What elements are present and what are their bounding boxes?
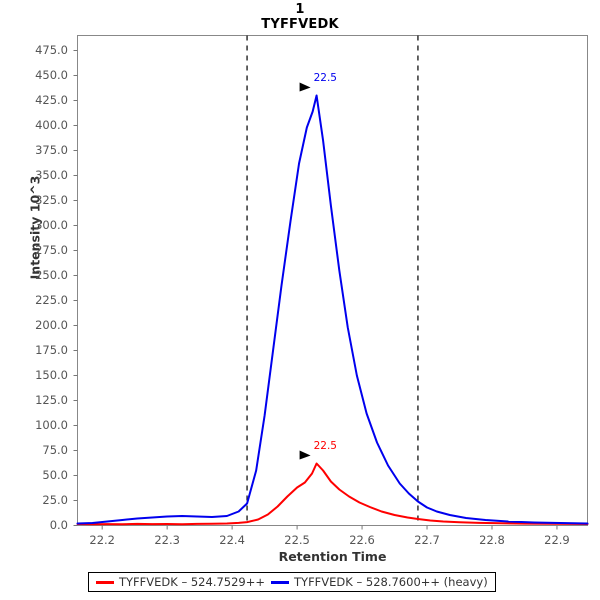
y-tick-label: 50.0 xyxy=(42,467,68,482)
legend: TYFFVEDK – 524.7529++ TYFFVEDK – 528.760… xyxy=(88,572,496,592)
y-axis-ticks xyxy=(73,50,78,526)
legend-entry-heavy[interactable]: TYFFVEDK – 528.7600++ (heavy) xyxy=(271,575,488,589)
integration-boundary-lines xyxy=(246,35,419,526)
chart-title-index: 1 xyxy=(295,2,305,17)
x-tick-label: 22.8 xyxy=(479,532,505,547)
legend-label-light: TYFFVEDK – 524.7529++ xyxy=(119,575,266,589)
x-tick-label: 22.3 xyxy=(154,532,180,547)
legend-label-heavy: TYFFVEDK – 528.7600++ (heavy) xyxy=(294,575,488,589)
y-tick-label: 425.0 xyxy=(35,92,68,107)
y-tick-label: 225.0 xyxy=(35,292,68,307)
y-tick-label: 175.0 xyxy=(35,342,68,357)
y-tick-label: 400.0 xyxy=(35,117,68,132)
y-tick-label: 25.0 xyxy=(42,492,68,507)
x-axis-ticks xyxy=(101,525,558,530)
y-tick-label: 275.0 xyxy=(35,242,68,257)
y-tick-label: 75.0 xyxy=(42,442,68,457)
y-tick-label: 200.0 xyxy=(35,317,68,332)
y-tick-label: 350.0 xyxy=(35,167,68,182)
legend-swatch-light xyxy=(96,580,114,584)
y-tick-label: 125.0 xyxy=(35,392,68,407)
y-tick-label: 450.0 xyxy=(35,67,68,82)
x-tick-label: 22.9 xyxy=(544,532,570,547)
y-tick-label: 375.0 xyxy=(35,142,68,157)
x-tick-label: 22.4 xyxy=(219,532,245,547)
y-tick-label: 100.0 xyxy=(35,417,68,432)
x-tick-label: 22.6 xyxy=(349,532,375,547)
peak-apex-markers xyxy=(299,82,311,460)
peak-apex-label: 22.5 xyxy=(313,71,337,84)
plot-frame xyxy=(77,35,588,526)
y-tick-label: 300.0 xyxy=(35,217,68,232)
y-tick-label: 150.0 xyxy=(35,367,68,382)
x-tick-label: 22.5 xyxy=(284,532,310,547)
y-tick-label: 325.0 xyxy=(35,192,68,207)
chart-title-peptide: TYFFVEDK xyxy=(261,17,339,32)
y-tick-label: 250.0 xyxy=(35,267,68,282)
series-paths xyxy=(76,94,589,526)
peak-apex-label: 22.5 xyxy=(313,439,337,452)
chart-title: 1 TYFFVEDK xyxy=(0,2,600,32)
y-tick-label: 475.0 xyxy=(35,42,68,57)
x-tick-label: 22.2 xyxy=(89,532,115,547)
x-axis-label: Retention Time xyxy=(278,549,387,564)
legend-swatch-heavy xyxy=(271,580,290,584)
legend-entry-light[interactable]: TYFFVEDK – 524.7529++ xyxy=(96,575,265,589)
y-tick-label: 0.0 xyxy=(49,517,68,532)
x-tick-label: 22.7 xyxy=(414,532,440,547)
